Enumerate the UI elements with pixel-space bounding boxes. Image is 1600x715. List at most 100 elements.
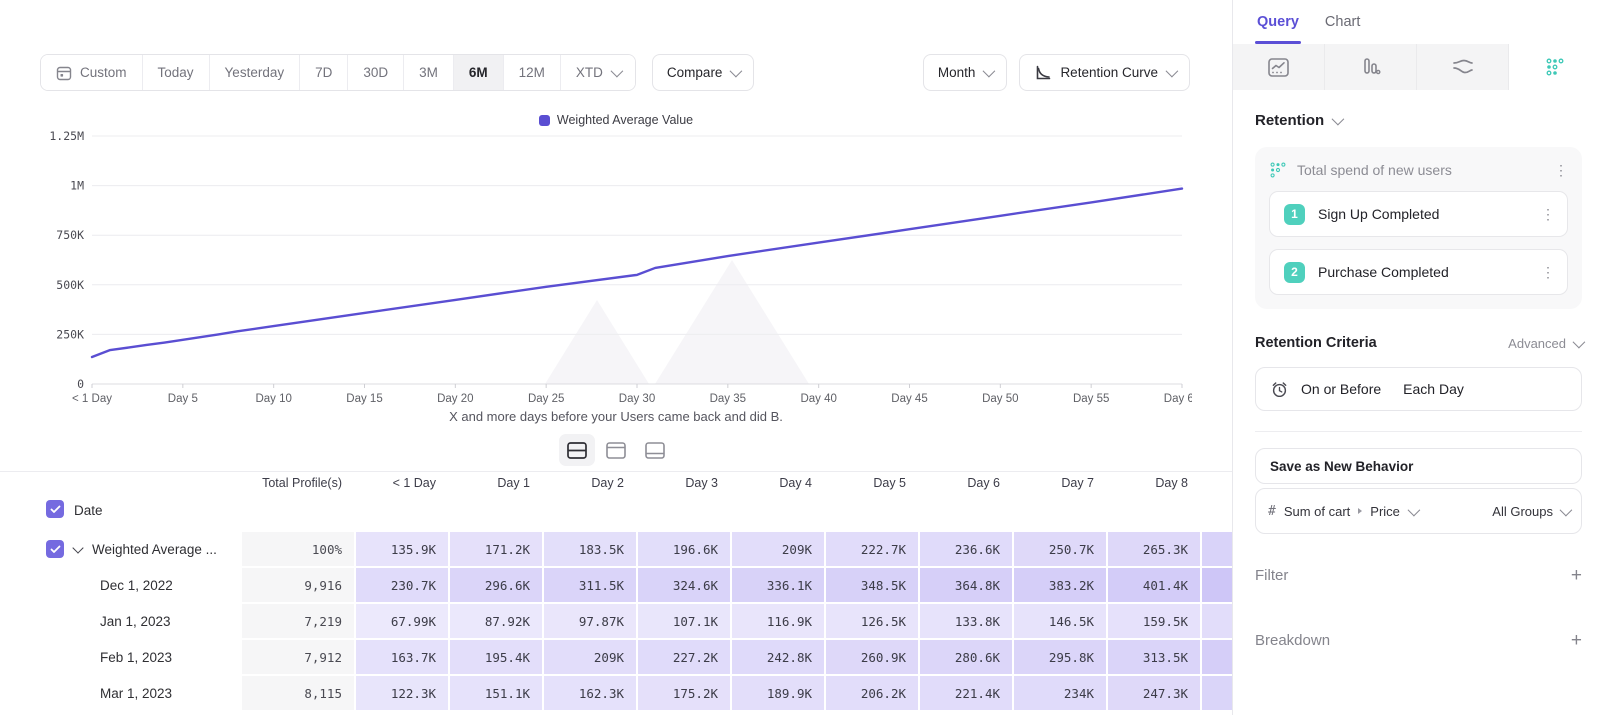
behavior-kebab-menu[interactable]: ⋮ [1554, 161, 1568, 178]
column-header-date[interactable]: Date [0, 472, 240, 530]
retention-value-cell[interactable]: 250.7K [1014, 532, 1106, 566]
retention-value-cell[interactable]: 126.5K [826, 604, 918, 638]
retention-value-cell[interactable]: 151.1K [450, 676, 542, 710]
insights-tab[interactable] [1233, 44, 1325, 90]
range-30d[interactable]: 30D [348, 55, 405, 90]
expand-chevron-icon[interactable] [72, 541, 84, 554]
retention-value-cell[interactable]: 324.6K [638, 568, 730, 602]
retention-value-cell[interactable]: 162.3K [544, 676, 636, 710]
total-profiles-cell[interactable]: 8,115 [242, 676, 354, 710]
retention-value-cell[interactable]: 296.6K [450, 568, 542, 602]
retention-value-cell[interactable]: 107.1K [638, 604, 730, 638]
criteria-row[interactable]: On or Before Each Day [1255, 367, 1582, 411]
split-view-toggle[interactable] [559, 434, 595, 466]
retention-value-cell[interactable]: 311.5K [544, 568, 636, 602]
row-date-cell[interactable]: Mar 1, 2023 [0, 676, 240, 710]
range-6m[interactable]: 6M [453, 55, 504, 90]
retention-value-cell[interactable]: 146.5K [1014, 604, 1106, 638]
row-checkbox[interactable] [46, 540, 64, 558]
retention-value-cell[interactable]: 163.7K [356, 640, 448, 674]
chart-type-dropdown[interactable]: Retention Curve [1019, 54, 1190, 91]
range-yesterday[interactable]: Yesterday [209, 55, 301, 90]
criteria-condition[interactable]: On or Before [1301, 381, 1382, 397]
add-filter-button[interactable]: + [1570, 565, 1582, 586]
retention-value-cell[interactable]: 122.3K [356, 676, 448, 710]
retention-value-cell[interactable]: 209K [732, 532, 824, 566]
step-kebab-menu[interactable]: ⋮ [1541, 263, 1555, 280]
retention-value-cell[interactable]: 295.8K [1014, 640, 1106, 674]
retention-value-cell-partial[interactable] [1202, 604, 1232, 638]
flows-tab[interactable] [1417, 44, 1509, 90]
retention-value-cell[interactable]: 221.4K [920, 676, 1012, 710]
retention-value-cell[interactable]: 133.8K [920, 604, 1012, 638]
retention-value-cell[interactable]: 135.9K [356, 532, 448, 566]
retention-tab[interactable] [1509, 44, 1600, 90]
tab-query[interactable]: Query [1255, 0, 1301, 44]
retention-value-cell[interactable]: 209K [544, 640, 636, 674]
retention-value-cell[interactable]: 227.2K [638, 640, 730, 674]
select-all-checkbox[interactable] [46, 500, 64, 518]
compare-button[interactable]: Compare [651, 54, 755, 91]
total-profiles-cell[interactable]: 100% [242, 532, 354, 566]
retention-value-cell[interactable]: 364.8K [920, 568, 1012, 602]
retention-value-cell[interactable]: 313.5K [1108, 640, 1200, 674]
range-xtd[interactable]: XTD [560, 55, 635, 90]
chart-only-toggle[interactable] [598, 434, 634, 466]
retention-value-cell[interactable]: 242.8K [732, 640, 824, 674]
row-date-cell[interactable]: Weighted Average ... [0, 532, 240, 566]
retention-value-cell[interactable]: 67.99K [356, 604, 448, 638]
retention-value-cell[interactable]: 260.9K [826, 640, 918, 674]
retention-curve-chart[interactable]: 0 250K 500K 750K 1M 1.25M < 1 Day Day 5 Day 10 Da… [40, 128, 1192, 420]
row-date-cell[interactable]: Jan 1, 2023 [0, 604, 240, 638]
step-kebab-menu[interactable]: ⋮ [1541, 205, 1555, 222]
retention-value-cell-partial[interactable] [1202, 676, 1232, 710]
retention-value-cell[interactable]: 348.5K [826, 568, 918, 602]
retention-value-cell[interactable]: 206.2K [826, 676, 918, 710]
retention-value-cell[interactable]: 265.3K [1108, 532, 1200, 566]
retention-value-cell[interactable]: 236.6K [920, 532, 1012, 566]
retention-value-cell[interactable]: 175.2K [638, 676, 730, 710]
range-custom[interactable]: Custom [41, 55, 143, 90]
retention-value-cell[interactable]: 222.7K [826, 532, 918, 566]
add-breakdown-button[interactable]: + [1570, 630, 1582, 651]
retention-value-cell-partial[interactable] [1202, 568, 1232, 602]
retention-value-cell[interactable]: 159.5K [1108, 604, 1200, 638]
range-7d[interactable]: 7D [300, 55, 349, 90]
retention-value-cell[interactable]: 401.4K [1108, 568, 1200, 602]
retention-line[interactable] [90, 187, 1184, 359]
range-today[interactable]: Today [142, 55, 210, 90]
step-row-purchase[interactable]: 2 Purchase Completed ⋮ [1269, 249, 1568, 295]
retention-value-cell[interactable]: 195.4K [450, 640, 542, 674]
retention-value-cell[interactable]: 116.9K [732, 604, 824, 638]
measurement-row[interactable]: # Sum of cart Price All Groups [1255, 488, 1582, 534]
retention-value-cell[interactable]: 247.3K [1108, 676, 1200, 710]
advanced-dropdown[interactable]: Advanced [1508, 335, 1586, 351]
total-profiles-cell[interactable]: 9,916 [242, 568, 354, 602]
retention-value-cell[interactable]: 183.5K [544, 532, 636, 566]
table-only-toggle[interactable] [637, 434, 673, 466]
tab-chart[interactable]: Chart [1325, 0, 1360, 44]
interval-dropdown[interactable]: Month [922, 54, 1008, 91]
retention-value-cell-partial[interactable] [1202, 640, 1232, 674]
retention-value-cell[interactable]: 171.2K [450, 532, 542, 566]
row-date-cell[interactable]: Dec 1, 2022 [0, 568, 240, 602]
funnels-tab[interactable] [1325, 44, 1417, 90]
retention-value-cell[interactable]: 234K [1014, 676, 1106, 710]
retention-section-header[interactable]: Retention [1255, 112, 1582, 129]
retention-value-cell[interactable]: 87.92K [450, 604, 542, 638]
range-3m[interactable]: 3M [404, 55, 454, 90]
total-profiles-cell[interactable]: 7,912 [242, 640, 354, 674]
retention-value-cell[interactable]: 189.9K [732, 676, 824, 710]
retention-value-cell[interactable]: 280.6K [920, 640, 1012, 674]
row-date-cell[interactable]: Feb 1, 2023 [0, 640, 240, 674]
retention-value-cell[interactable]: 230.7K [356, 568, 448, 602]
retention-value-cell[interactable]: 383.2K [1014, 568, 1106, 602]
range-12m[interactable]: 12M [503, 55, 561, 90]
criteria-period[interactable]: Each Day [1403, 381, 1464, 397]
save-as-new-behavior-button[interactable]: Save as New Behavior [1255, 448, 1582, 484]
retention-value-cell[interactable]: 196.6K [638, 532, 730, 566]
retention-value-cell[interactable]: 336.1K [732, 568, 824, 602]
retention-value-cell-partial[interactable] [1202, 532, 1232, 566]
total-profiles-cell[interactable]: 7,219 [242, 604, 354, 638]
step-row-signup[interactable]: 1 Sign Up Completed ⋮ [1269, 191, 1568, 237]
